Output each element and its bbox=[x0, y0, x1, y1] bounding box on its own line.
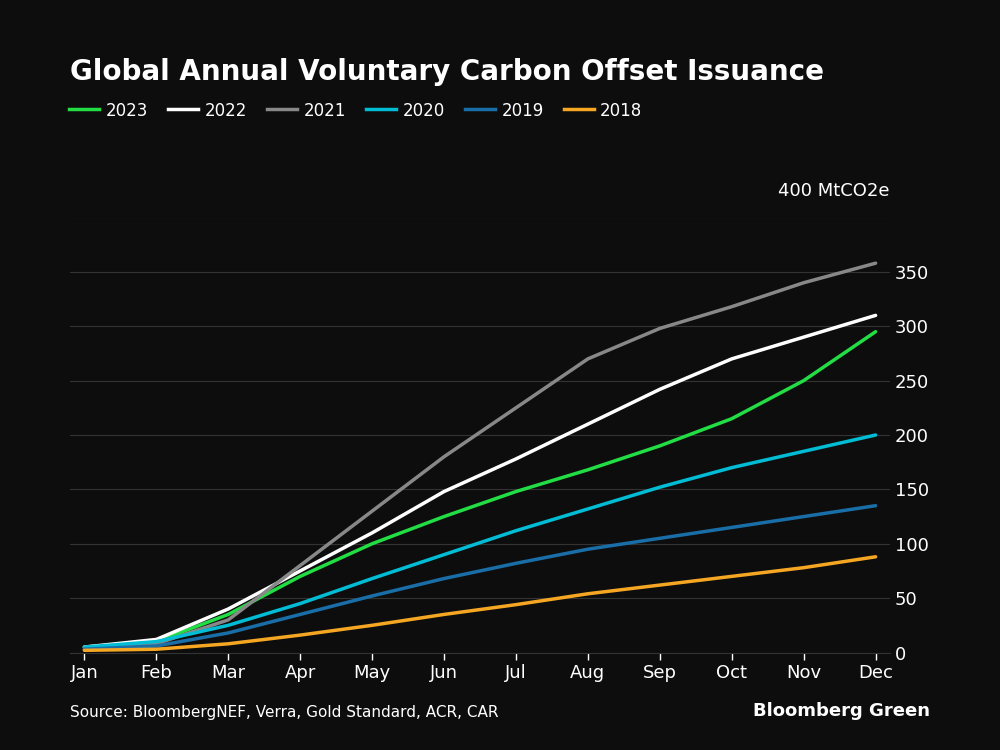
Text: Source: BloombergNEF, Verra, Gold Standard, ACR, CAR: Source: BloombergNEF, Verra, Gold Standa… bbox=[70, 705, 498, 720]
Text: Global Annual Voluntary Carbon Offset Issuance: Global Annual Voluntary Carbon Offset Is… bbox=[70, 58, 824, 86]
Legend: 2023, 2022, 2021, 2020, 2019, 2018: 2023, 2022, 2021, 2020, 2019, 2018 bbox=[62, 95, 649, 127]
Text: 400 MtCO2e: 400 MtCO2e bbox=[778, 182, 890, 200]
Text: Bloomberg Green: Bloomberg Green bbox=[753, 702, 930, 720]
